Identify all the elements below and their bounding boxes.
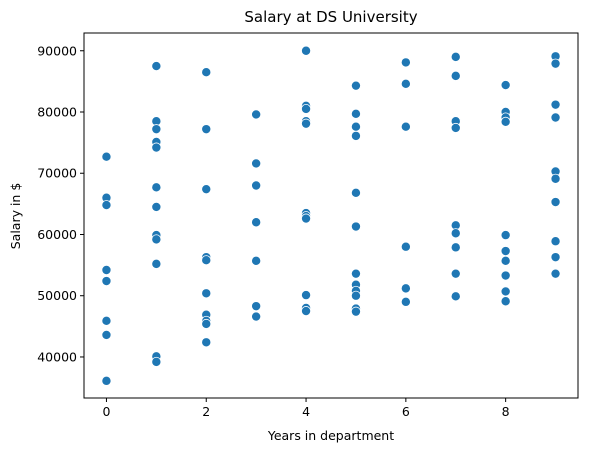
data-point bbox=[500, 255, 511, 266]
y-tick-label: 50000 bbox=[37, 288, 77, 303]
data-point bbox=[101, 329, 112, 340]
data-point bbox=[350, 108, 361, 119]
data-point bbox=[151, 124, 162, 135]
data-point bbox=[550, 99, 561, 110]
data-point bbox=[400, 121, 411, 132]
data-point bbox=[500, 246, 511, 257]
y-tick-label: 70000 bbox=[37, 166, 77, 181]
data-point bbox=[550, 58, 561, 69]
x-tick-label: 4 bbox=[302, 404, 310, 419]
data-point bbox=[350, 80, 361, 91]
chart-title: Salary at DS University bbox=[244, 8, 417, 26]
data-point bbox=[400, 296, 411, 307]
plot-area bbox=[101, 45, 561, 386]
data-point bbox=[301, 103, 312, 114]
data-point bbox=[151, 61, 162, 72]
data-point bbox=[400, 283, 411, 294]
data-point bbox=[350, 121, 361, 132]
data-point bbox=[101, 315, 112, 326]
data-point bbox=[450, 122, 461, 133]
data-point bbox=[301, 45, 312, 56]
data-point bbox=[350, 130, 361, 141]
data-point bbox=[201, 124, 212, 135]
data-point bbox=[500, 296, 511, 307]
x-tick-label: 8 bbox=[502, 404, 510, 419]
data-point bbox=[251, 311, 262, 322]
data-point bbox=[251, 301, 262, 312]
data-point bbox=[201, 255, 212, 266]
data-point bbox=[550, 268, 561, 279]
data-point bbox=[350, 221, 361, 232]
data-point bbox=[350, 187, 361, 198]
data-point bbox=[151, 258, 162, 269]
data-point bbox=[251, 158, 262, 169]
data-point bbox=[450, 228, 461, 239]
data-point bbox=[550, 252, 561, 263]
y-tick-label: 60000 bbox=[37, 227, 77, 242]
data-point bbox=[201, 318, 212, 329]
data-point bbox=[201, 67, 212, 78]
data-point bbox=[400, 241, 411, 252]
data-point bbox=[450, 70, 461, 81]
data-point bbox=[500, 116, 511, 127]
x-tick-label: 0 bbox=[102, 404, 110, 419]
axes-frame bbox=[83, 32, 579, 399]
data-point bbox=[400, 57, 411, 68]
data-point bbox=[550, 236, 561, 247]
data-point bbox=[201, 288, 212, 299]
x-tick-label: 2 bbox=[202, 404, 210, 419]
data-point bbox=[301, 290, 312, 301]
y-tick-label: 40000 bbox=[37, 349, 77, 364]
data-point bbox=[550, 197, 561, 208]
data-point bbox=[450, 242, 461, 253]
data-point bbox=[251, 180, 262, 191]
data-point bbox=[400, 78, 411, 89]
data-point bbox=[500, 286, 511, 297]
data-point bbox=[500, 80, 511, 91]
data-point bbox=[350, 306, 361, 317]
data-point bbox=[301, 118, 312, 129]
data-point bbox=[301, 213, 312, 224]
data-point bbox=[151, 182, 162, 193]
data-point bbox=[101, 151, 112, 162]
axes: 0 2 4 6 8 40000 50000 60000 70000 80000 90000 bbox=[37, 32, 579, 419]
data-point bbox=[450, 51, 461, 62]
data-point bbox=[251, 217, 262, 228]
data-point bbox=[151, 142, 162, 153]
y-axis-label: Salary in $ bbox=[8, 183, 23, 250]
x-tick-label: 6 bbox=[402, 404, 410, 419]
data-point bbox=[201, 337, 212, 348]
data-point bbox=[550, 173, 561, 184]
data-point bbox=[450, 291, 461, 302]
data-point bbox=[151, 356, 162, 367]
data-point bbox=[251, 255, 262, 266]
data-point bbox=[500, 230, 511, 241]
data-point bbox=[251, 109, 262, 120]
data-point bbox=[350, 268, 361, 279]
y-tick-label: 90000 bbox=[37, 43, 77, 58]
data-point bbox=[350, 290, 361, 301]
y-tick-label: 80000 bbox=[37, 105, 77, 120]
data-point bbox=[101, 276, 112, 287]
data-point bbox=[151, 234, 162, 245]
data-point bbox=[450, 268, 461, 279]
data-point bbox=[500, 270, 511, 281]
data-point bbox=[201, 184, 212, 195]
data-point bbox=[101, 265, 112, 276]
x-axis-label: Years in department bbox=[267, 428, 394, 443]
data-point bbox=[101, 375, 112, 386]
data-point bbox=[101, 200, 112, 211]
data-point bbox=[550, 112, 561, 123]
data-point bbox=[301, 306, 312, 317]
data-point bbox=[151, 201, 162, 212]
